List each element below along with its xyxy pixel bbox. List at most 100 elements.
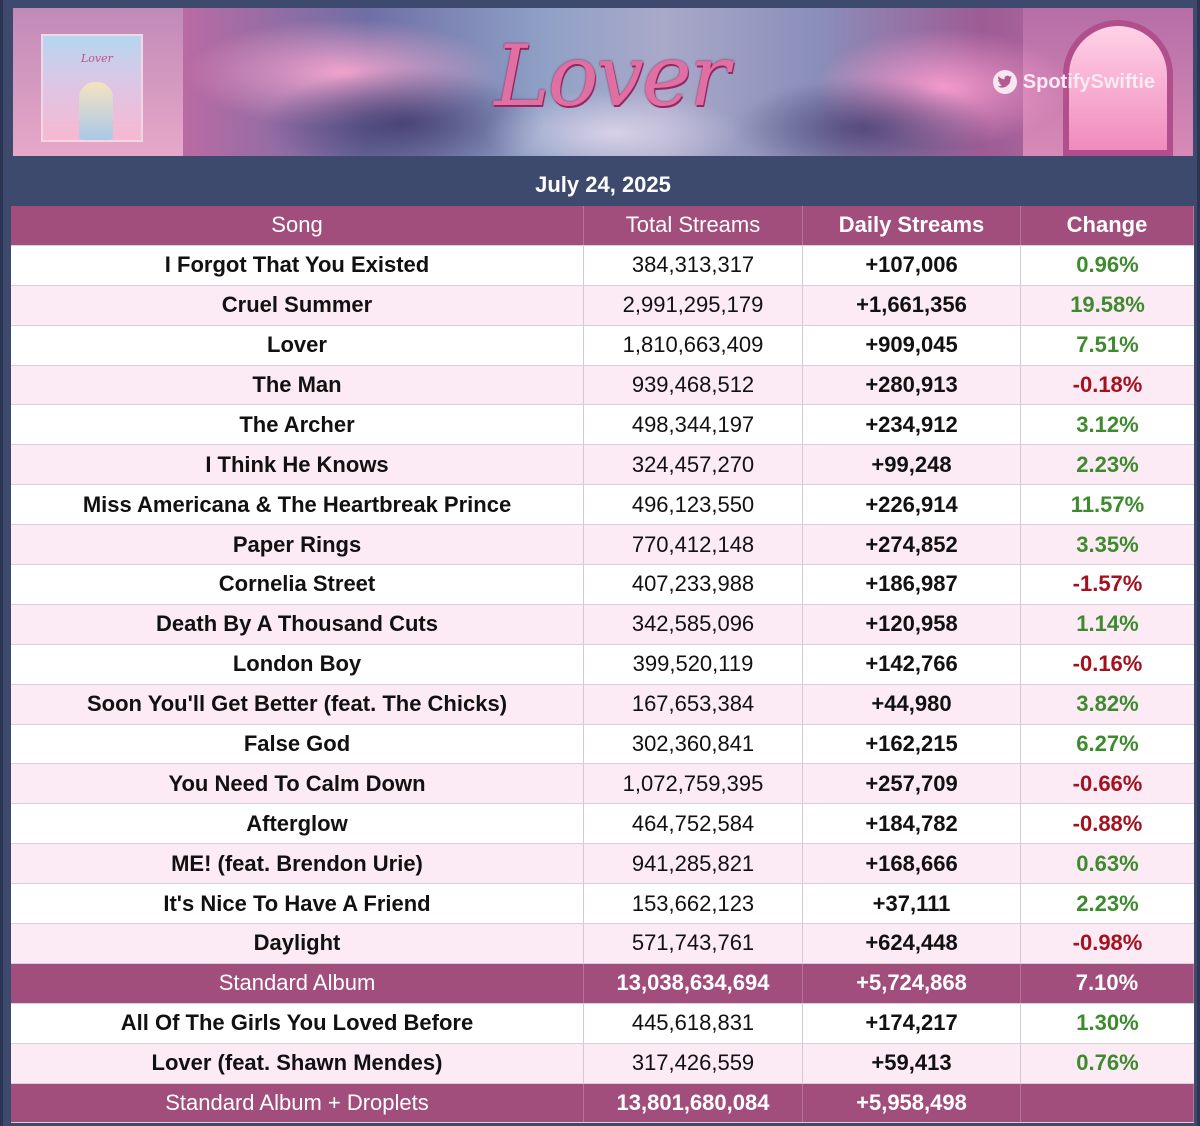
change-cell: 7.10% xyxy=(1021,963,1194,1003)
total-streams-cell: 407,233,988 xyxy=(584,565,803,604)
daily-streams-cell: +168,666 xyxy=(803,844,1021,884)
change-cell: 0.63% xyxy=(1076,850,1139,876)
daily-streams-cell: +162,215 xyxy=(803,724,1021,764)
total-streams-cell: 571,743,761 xyxy=(584,924,803,963)
daily-streams-cell: +5,958,498 xyxy=(803,1083,1021,1123)
change-cell: 2.23% xyxy=(1076,890,1139,916)
song-cell: The Man xyxy=(11,365,584,405)
twitter-bird-icon xyxy=(992,70,1017,94)
change-cell: -0.18% xyxy=(1072,372,1143,397)
change-cell: 1.30% xyxy=(1076,1010,1139,1036)
song-cell: Cruel Summer xyxy=(11,285,584,325)
table-row: Cruel Summer 2,991,295,179 +1,661,356 19.58… xyxy=(11,285,1194,326)
total-streams-cell: 498,344,197 xyxy=(584,405,803,445)
song-cell: Death By A Thousand Cuts xyxy=(11,604,584,644)
change-cell: 3.35% xyxy=(1076,531,1139,557)
daily-streams-cell: +184,782 xyxy=(803,804,1021,844)
change-cell: 2.23% xyxy=(1076,451,1139,477)
change-cell: 0.96% xyxy=(1076,252,1139,278)
daily-streams-cell: +120,958 xyxy=(803,604,1021,644)
total-streams-cell: 1,072,759,395 xyxy=(584,764,803,804)
change-cell: -0.98% xyxy=(1072,930,1143,956)
table-row: Miss Americana & The Heartbreak Prince 49… xyxy=(11,485,1194,526)
change-cell: -0.88% xyxy=(1072,810,1143,836)
daily-streams-cell: +1,661,356 xyxy=(803,285,1021,325)
change-cell: -0.66% xyxy=(1072,770,1143,796)
song-cell: Standard Album xyxy=(11,963,584,1003)
table-header-row: Song Total Streams Daily Streams Change xyxy=(11,206,1194,246)
daily-streams-cell: +257,709 xyxy=(803,764,1021,804)
total-streams-cell: 153,662,123 xyxy=(584,884,803,924)
change-cell: 19.58% xyxy=(1070,292,1145,318)
droplets-total-row: Standard Album + Droplets 13,801,680,084 +… xyxy=(11,1083,1194,1124)
table-row: Lover 1,810,663,409 +909,045 7.51% xyxy=(11,325,1194,366)
change-cell: 7.51% xyxy=(1076,332,1139,358)
total-streams-cell: 399,520,119 xyxy=(584,644,803,684)
total-streams-cell: 384,313,317 xyxy=(584,245,803,285)
song-cell: Paper Rings xyxy=(11,525,584,565)
total-streams-cell: 464,752,584 xyxy=(584,804,803,844)
streams-table: Song Total Streams Daily Streams Change … xyxy=(11,206,1194,1124)
lover-banner: Lover Lover SpotifySwiftie xyxy=(13,8,1193,156)
total-streams-cell: 302,360,841 xyxy=(584,724,803,764)
song-cell: False God xyxy=(11,724,584,764)
table-row: Afterglow 464,752,584 +184,782 -0.88% xyxy=(11,804,1194,845)
daily-streams-cell: +226,914 xyxy=(803,485,1021,525)
song-cell: Soon You'll Get Better (feat. The Chicks… xyxy=(11,684,584,724)
album-cover-portrait xyxy=(79,82,113,140)
album-cover-title: Lover xyxy=(81,52,113,65)
table-row: Daylight 571,743,761 +624,448 -0.98% xyxy=(11,924,1194,964)
daily-streams-cell: +5,724,868 xyxy=(803,963,1021,1003)
song-cell: Standard Album + Droplets xyxy=(11,1083,584,1123)
column-header-daily-streams: Daily Streams xyxy=(803,206,1021,245)
daily-streams-cell: +59,413 xyxy=(803,1043,1021,1083)
daily-streams-cell: +624,448 xyxy=(803,924,1021,963)
change-cell: 3.82% xyxy=(1076,691,1139,717)
change-cell: 3.12% xyxy=(1076,411,1139,437)
song-cell: ME! (feat. Brendon Urie) xyxy=(11,844,584,884)
song-cell: The Archer xyxy=(11,405,584,445)
song-cell: Cornelia Street xyxy=(11,565,584,604)
total-streams-cell: 324,457,270 xyxy=(584,445,803,485)
change-cell: 0.76% xyxy=(1076,1050,1139,1076)
table-row: I Think He Knows 324,457,270 +99,248 2.23% xyxy=(11,445,1194,486)
daily-streams-cell: +909,045 xyxy=(803,325,1021,365)
song-cell: Lover xyxy=(11,325,584,365)
column-header-change: Change xyxy=(1021,206,1194,245)
total-streams-cell: 939,468,512 xyxy=(584,365,803,405)
twitter-handle-text: SpotifySwiftie xyxy=(1022,70,1155,93)
song-cell: Miss Americana & The Heartbreak Prince xyxy=(11,485,584,525)
song-cell: Afterglow xyxy=(11,804,584,844)
song-cell: London Boy xyxy=(11,644,584,684)
album-cover-image: Lover xyxy=(41,34,143,142)
table-row: London Boy 399,520,119 +142,766 -0.16% xyxy=(11,644,1194,685)
column-header-total-streams: Total Streams xyxy=(584,206,803,245)
table-body: I Forgot That You Existed 384,313,317 +107… xyxy=(11,245,1194,1124)
table-row: Soon You'll Get Better (feat. The Chicks… xyxy=(11,684,1194,725)
daily-streams-cell: +234,912 xyxy=(803,405,1021,445)
song-cell: Daylight xyxy=(11,924,584,963)
table-row: Paper Rings 770,412,148 +274,852 3.35% xyxy=(11,525,1194,566)
song-cell: It's Nice To Have A Friend xyxy=(11,884,584,924)
total-streams-cell: 342,585,096 xyxy=(584,604,803,644)
change-cell: 1.14% xyxy=(1076,611,1139,637)
song-cell: You Need To Calm Down xyxy=(11,764,584,804)
table-row: It's Nice To Have A Friend 153,662,123 +37… xyxy=(11,884,1194,925)
standard-album-total-row: Standard Album 13,038,634,694 +5,724,868 7.… xyxy=(11,963,1194,1004)
daily-streams-cell: +174,217 xyxy=(803,1003,1021,1043)
table-row: All Of The Girls You Loved Before 445,618… xyxy=(11,1003,1194,1044)
total-streams-cell: 13,801,680,084 xyxy=(584,1083,803,1123)
song-cell: All Of The Girls You Loved Before xyxy=(11,1003,584,1043)
daily-streams-cell: +107,006 xyxy=(803,245,1021,285)
cloud-decoration xyxy=(483,88,743,156)
song-cell: Lover (feat. Shawn Mendes) xyxy=(11,1043,584,1083)
total-streams-cell: 770,412,148 xyxy=(584,525,803,565)
daily-streams-cell: +44,980 xyxy=(803,684,1021,724)
change-cell: 11.57% xyxy=(1070,491,1145,517)
change-cell: -1.57% xyxy=(1072,571,1143,597)
total-streams-cell: 445,618,831 xyxy=(584,1003,803,1043)
daily-streams-cell: +280,913 xyxy=(803,365,1021,405)
table-row: The Archer 498,344,197 +234,912 3.12% xyxy=(11,405,1194,446)
daily-streams-cell: +99,248 xyxy=(803,445,1021,485)
